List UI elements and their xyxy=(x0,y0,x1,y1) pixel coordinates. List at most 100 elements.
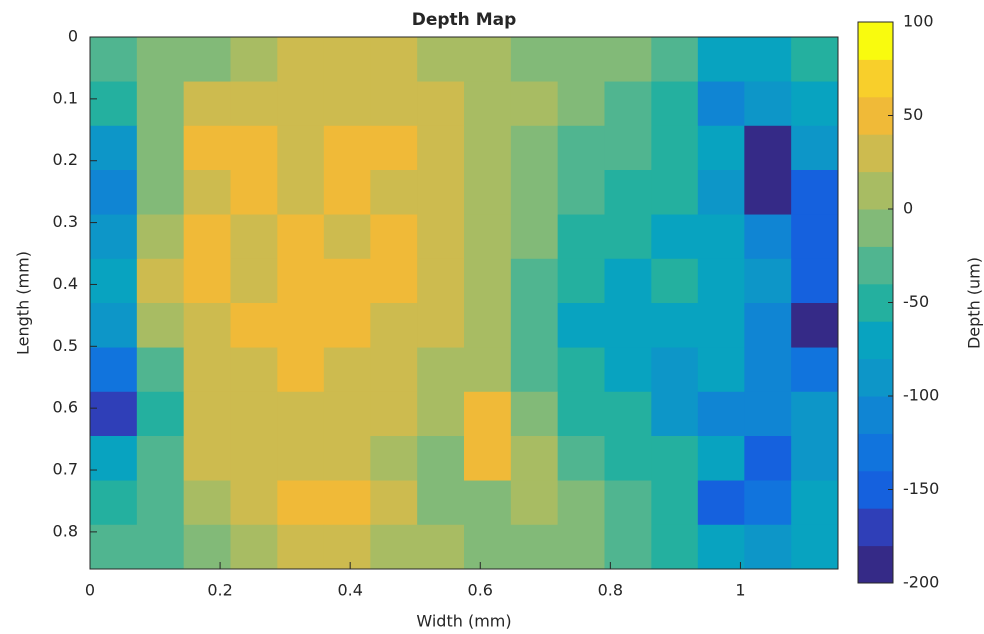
heatmap-cell xyxy=(791,524,839,570)
heatmap-cell xyxy=(230,436,278,482)
heatmap-cell xyxy=(90,303,138,349)
y-tick-label: 0.1 xyxy=(53,88,78,107)
y-tick-label: 0.5 xyxy=(53,336,78,355)
heatmap-cell xyxy=(230,524,278,570)
heatmap-cell xyxy=(464,480,512,526)
heatmap-cell xyxy=(370,391,418,437)
heatmap-cell xyxy=(417,170,465,216)
heatmap-cell xyxy=(136,170,185,216)
heatmap-cell xyxy=(277,81,325,127)
heatmap-cell xyxy=(557,480,605,526)
heatmap-cell xyxy=(183,480,231,526)
heatmap-cell xyxy=(744,524,792,570)
heatmap-cell xyxy=(510,303,559,349)
heatmap-cell xyxy=(697,480,745,526)
heatmap-cell xyxy=(90,214,138,260)
heatmap-cell xyxy=(90,391,138,437)
colorbar-band xyxy=(858,209,893,247)
heatmap-cell xyxy=(464,37,512,83)
heatmap-cell xyxy=(323,125,371,171)
heatmap-cell xyxy=(791,303,839,349)
heatmap-cell xyxy=(183,347,231,393)
heatmap-cell xyxy=(183,524,231,570)
heatmap-cell xyxy=(277,391,325,437)
heatmap-cell xyxy=(791,214,839,260)
heatmap-cell xyxy=(651,480,699,526)
heatmap-cell xyxy=(136,81,185,127)
heatmap-cell xyxy=(464,258,512,304)
heatmap-cell xyxy=(370,125,418,171)
heatmap-cell xyxy=(744,391,792,437)
heatmap-cell xyxy=(230,170,278,216)
heatmap-cell xyxy=(90,37,138,83)
heatmap-cell xyxy=(744,214,792,260)
heatmap-cell xyxy=(697,81,745,127)
heatmap-cell xyxy=(90,347,138,393)
heatmap-cell xyxy=(744,258,792,304)
heatmap-cell xyxy=(510,81,559,127)
colorbar-band xyxy=(858,508,893,547)
heatmap-cell xyxy=(183,303,231,349)
colorbar-band xyxy=(858,321,893,360)
colorbar-band xyxy=(858,246,893,285)
heatmap-cell xyxy=(323,170,371,216)
heatmap-cell xyxy=(604,303,652,349)
colorbar-band xyxy=(858,22,893,60)
y-tick-label: 0 xyxy=(68,27,78,46)
x-tick-label: 0.4 xyxy=(337,581,362,600)
heatmap-cell xyxy=(651,125,699,171)
heatmap-cell xyxy=(370,480,418,526)
heatmap-cell xyxy=(417,303,465,349)
heatmap-cell xyxy=(697,214,745,260)
heatmap-cell xyxy=(277,303,325,349)
heatmap-cell xyxy=(136,214,185,260)
heatmap-cell xyxy=(136,258,185,304)
heatmap-cell xyxy=(370,258,418,304)
heatmap-cell xyxy=(277,524,325,570)
heatmap-cell xyxy=(651,258,699,304)
heatmap-cell xyxy=(323,81,371,127)
colorbar-band xyxy=(858,396,893,434)
heatmap-cell xyxy=(510,170,559,216)
heatmap-cell xyxy=(604,170,652,216)
heatmap-cell xyxy=(744,125,792,171)
colorbar-band xyxy=(858,358,893,397)
heatmap-cell xyxy=(557,81,605,127)
heatmap-cell xyxy=(791,480,839,526)
heatmap-cell xyxy=(230,125,278,171)
heatmap-cell xyxy=(230,480,278,526)
heatmap-cell xyxy=(370,214,418,260)
y-tick-label: 0.7 xyxy=(53,460,78,479)
heatmap-cell xyxy=(417,480,465,526)
heatmap-cell xyxy=(417,258,465,304)
heatmap-cell xyxy=(370,347,418,393)
y-tick-label: 0.6 xyxy=(53,398,78,417)
x-tick-label: 0.6 xyxy=(468,581,493,600)
heatmap-cell xyxy=(604,347,652,393)
heatmap-cell xyxy=(90,480,138,526)
heatmap-cell xyxy=(417,214,465,260)
heatmap-cell xyxy=(136,37,185,83)
heatmap-cell xyxy=(277,170,325,216)
heatmap-cell xyxy=(136,436,185,482)
colorbar-band xyxy=(858,134,893,173)
heatmap-cell xyxy=(183,258,231,304)
colorbar-tick-label: 0 xyxy=(903,199,913,218)
heatmap-cell xyxy=(464,170,512,216)
heatmap-cell xyxy=(136,524,185,570)
heatmap-cell xyxy=(651,170,699,216)
heatmap-cell xyxy=(464,303,512,349)
heatmap-cell xyxy=(323,524,371,570)
heatmap-cell xyxy=(651,524,699,570)
heatmap-cell xyxy=(510,258,559,304)
heatmap-cell xyxy=(791,347,839,393)
heatmap-cell xyxy=(744,37,792,83)
plot-frame xyxy=(89,36,839,570)
heatmap-cell xyxy=(791,170,839,216)
heatmap-cell xyxy=(230,347,278,393)
heatmap-cell xyxy=(90,170,138,216)
x-tick-label: 0.2 xyxy=(207,581,232,600)
heatmap-cell xyxy=(464,125,512,171)
colorbar-tick-label: -50 xyxy=(903,292,929,311)
